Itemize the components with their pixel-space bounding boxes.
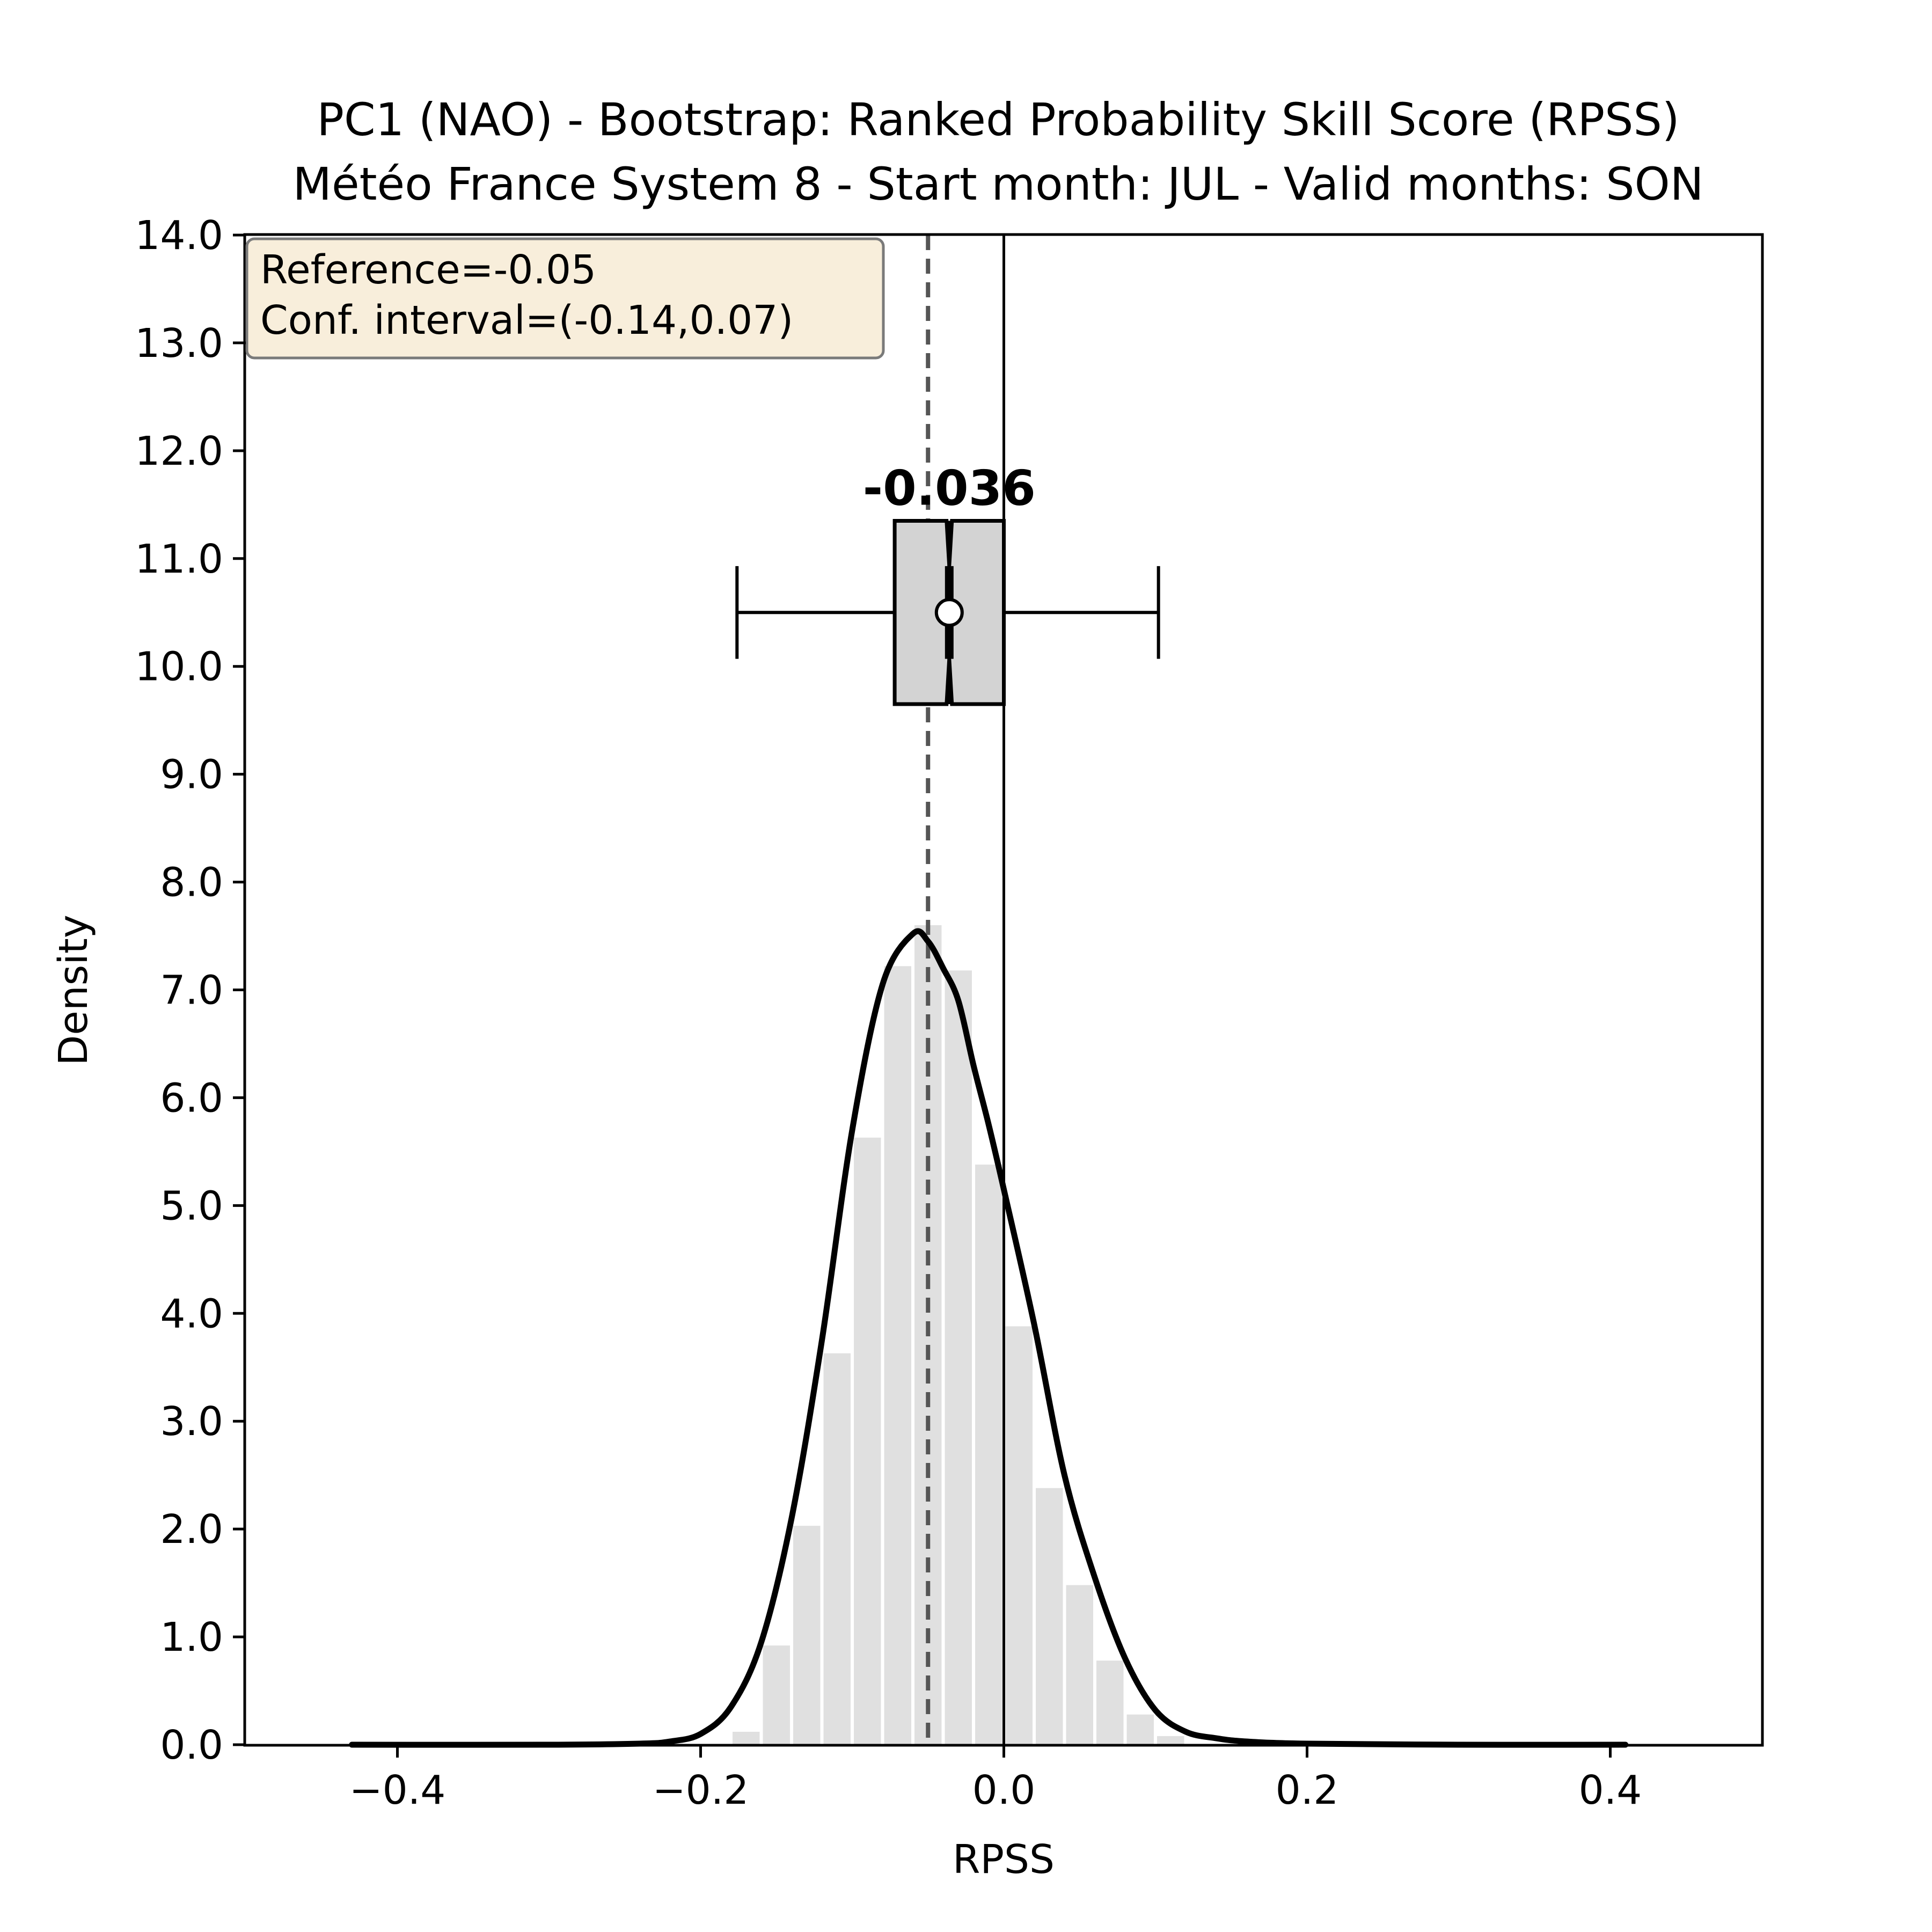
histogram-bar [945, 970, 972, 1745]
bootstrap-boxplot [735, 518, 1160, 706]
y-tick-label: 3.0 [160, 1399, 223, 1445]
histogram-bar [975, 1165, 1002, 1745]
y-axis-ticks: 0.0 1.0 2.0 3.0 4.0 5.0 6.0 7.0 8.0 9.0 10.0 11.0 12… [135, 213, 246, 1768]
info-reference-text: Reference=-0.05 [260, 247, 596, 293]
y-axis-label: Density [50, 914, 97, 1065]
histogram-bar [733, 1731, 760, 1745]
histogram-bar [1096, 1660, 1124, 1745]
x-axis-ticks: −0.4 −0.2 0.0 0.2 0.4 [349, 1745, 1642, 1813]
histogram-bars [733, 925, 1184, 1745]
x-axis-label: RPSS [953, 1836, 1055, 1883]
x-tick-label: 0.0 [972, 1767, 1036, 1813]
y-tick-label: 9.0 [160, 752, 223, 798]
chart-title-line-1: PC1 (NAO) - Bootstrap: Ranked Probabilit… [317, 93, 1679, 146]
histogram-bar [793, 1526, 821, 1745]
info-box-background [245, 237, 885, 360]
x-tick-label: −0.2 [653, 1767, 749, 1813]
x-tick-label: 0.2 [1276, 1767, 1339, 1813]
y-tick-label: 7.0 [160, 968, 223, 1014]
chart-title: PC1 (NAO) - Bootstrap: Ranked Probabilit… [292, 93, 1703, 210]
reference-lines [926, 235, 1005, 1745]
mean-marker [934, 598, 964, 627]
y-tick-label: 2.0 [160, 1506, 223, 1553]
histogram-bar [823, 1353, 851, 1745]
histogram-bar [1036, 1488, 1063, 1745]
histogram-bar [1066, 1585, 1093, 1745]
y-tick-label: 11.0 [135, 536, 223, 582]
y-tick-label: 14.0 [135, 213, 223, 259]
info-box: Reference=-0.05 Conf. interval=(-0.14,0.… [245, 237, 885, 360]
histogram-bar [1005, 1326, 1033, 1745]
chart-title-line-2: Météo France System 8 - Start month: JUL… [292, 158, 1703, 210]
y-tick-label: 6.0 [160, 1075, 223, 1121]
y-tick-label: 0.0 [160, 1722, 223, 1768]
y-tick-label: 13.0 [135, 320, 223, 367]
y-tick-label: 1.0 [160, 1614, 223, 1660]
x-tick-label: −0.4 [349, 1767, 446, 1813]
info-conf-interval-text: Conf. interval=(-0.14,0.07) [260, 297, 793, 343]
histogram-bar [763, 1645, 790, 1745]
y-tick-label: 4.0 [160, 1291, 223, 1337]
kde-density-curve [349, 928, 1629, 1748]
histogram-bar [884, 966, 911, 1745]
histogram-bar [854, 1137, 881, 1745]
median-value-label: -0.036 [863, 460, 1036, 516]
x-tick-label: 0.4 [1579, 1767, 1642, 1813]
y-tick-label: 10.0 [135, 644, 223, 690]
histogram-bar [1126, 1714, 1154, 1745]
y-tick-label: 8.0 [160, 860, 223, 906]
y-tick-label: 12.0 [135, 428, 223, 474]
histogram-bar [1157, 1736, 1184, 1745]
y-tick-label: 5.0 [160, 1183, 223, 1229]
